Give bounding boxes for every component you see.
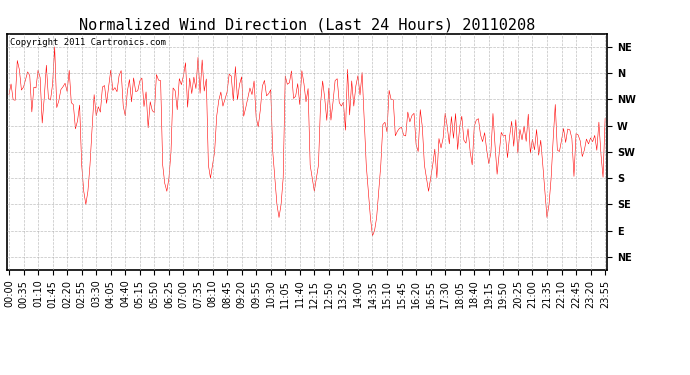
Text: Copyright 2011 Cartronics.com: Copyright 2011 Cartronics.com [10, 39, 166, 48]
Title: Normalized Wind Direction (Last 24 Hours) 20110208: Normalized Wind Direction (Last 24 Hours… [79, 18, 535, 33]
